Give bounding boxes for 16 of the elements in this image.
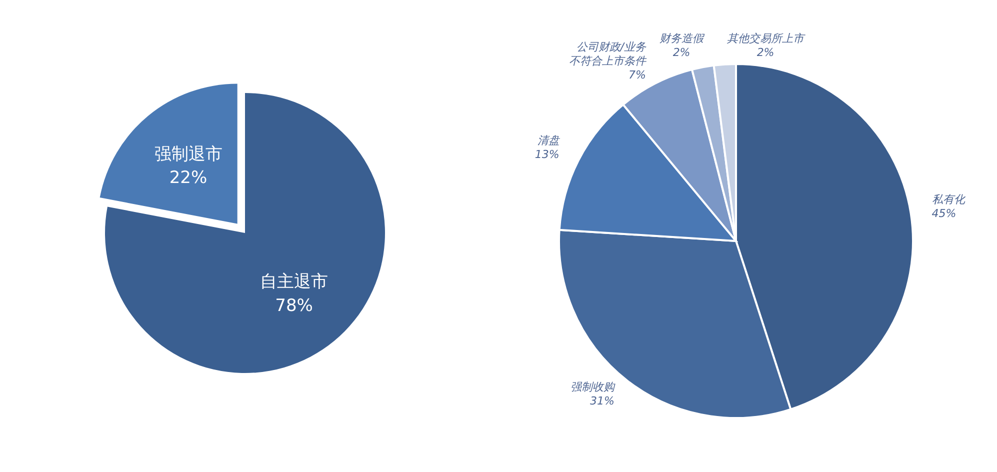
data-label: 31%	[590, 394, 614, 408]
slice-label: 公司财政/业务不符合上市条件	[569, 40, 647, 68]
slice-label: 其他交易所上市	[727, 32, 806, 45]
slice-label: 自主退市	[260, 272, 328, 292]
data-label: 13%	[534, 148, 560, 161]
data-label: 2%	[756, 46, 774, 59]
slice-label: 私有化	[932, 192, 966, 206]
slice-label: 强制收购	[570, 380, 616, 394]
data-label: 78%	[275, 296, 313, 316]
data-label: 22%	[169, 168, 208, 188]
data-label: 45%	[932, 206, 956, 220]
slice-label: 强制退市	[154, 144, 222, 164]
data-label: 7%	[628, 68, 646, 82]
data-label: 2%	[672, 46, 690, 59]
slice-label: 财务造假	[660, 32, 706, 45]
slice-label: 清盘	[537, 134, 560, 147]
